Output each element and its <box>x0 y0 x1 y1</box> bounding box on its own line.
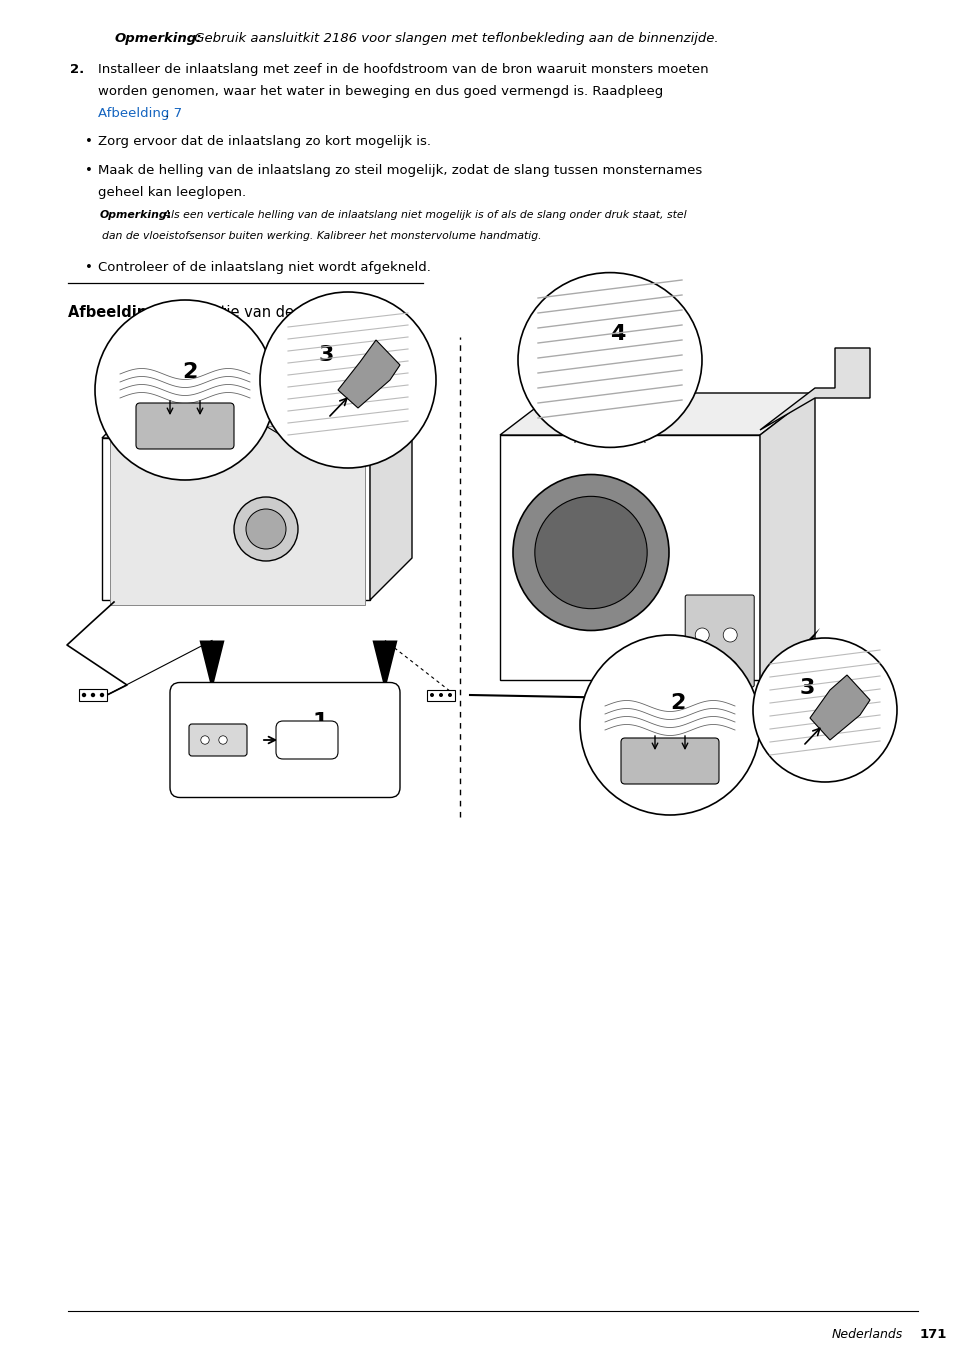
Polygon shape <box>337 340 399 408</box>
Circle shape <box>82 693 86 697</box>
Circle shape <box>722 628 737 642</box>
Circle shape <box>430 693 434 697</box>
Circle shape <box>91 693 95 697</box>
Ellipse shape <box>579 635 760 815</box>
Circle shape <box>133 414 144 425</box>
Ellipse shape <box>517 272 701 447</box>
Polygon shape <box>809 676 869 741</box>
Text: 2: 2 <box>182 362 197 382</box>
Text: Opmerking:: Opmerking: <box>100 210 172 219</box>
Bar <box>427 689 455 700</box>
Polygon shape <box>660 638 685 709</box>
Polygon shape <box>748 628 820 711</box>
Circle shape <box>448 693 452 697</box>
Text: Zorg ervoor dat de inlaatslang zo kort mogelijk is.: Zorg ervoor dat de inlaatslang zo kort m… <box>98 134 431 148</box>
Polygon shape <box>760 348 869 431</box>
FancyBboxPatch shape <box>684 594 754 686</box>
Text: Afbeelding 7: Afbeelding 7 <box>98 107 182 119</box>
Circle shape <box>695 628 708 642</box>
Bar <box>79 689 107 701</box>
FancyBboxPatch shape <box>170 682 399 798</box>
Circle shape <box>100 693 104 697</box>
Polygon shape <box>499 435 760 680</box>
Text: geheel kan leeglopen.: geheel kan leeglopen. <box>98 185 246 199</box>
Text: Controleer of de inlaatslang niet wordt afgekneld.: Controleer of de inlaatslang niet wordt … <box>98 260 431 274</box>
Text: Installeer de inlaatslang met zeef in de hoofdstroom van de bron waaruit monster: Installeer de inlaatslang met zeef in de… <box>98 64 708 76</box>
Circle shape <box>535 497 646 609</box>
Circle shape <box>233 497 297 561</box>
FancyBboxPatch shape <box>625 686 685 709</box>
Text: dan de vloeistofsensor buiten werking. Kalibreer het monstervolume handmatig.: dan de vloeistofsensor buiten werking. K… <box>102 232 541 241</box>
Ellipse shape <box>752 638 896 783</box>
Circle shape <box>246 509 286 548</box>
Circle shape <box>722 659 737 674</box>
Circle shape <box>112 414 122 425</box>
Circle shape <box>200 735 209 745</box>
Circle shape <box>640 695 646 701</box>
Circle shape <box>664 695 670 701</box>
Polygon shape <box>252 347 284 425</box>
Text: •: • <box>85 134 92 148</box>
Circle shape <box>112 397 122 408</box>
Text: Installatie van de inlaatslang: Installatie van de inlaatslang <box>158 305 379 320</box>
Polygon shape <box>199 640 224 691</box>
Ellipse shape <box>95 301 274 481</box>
Circle shape <box>133 397 144 408</box>
Text: .: . <box>164 107 169 119</box>
Text: •: • <box>85 260 92 274</box>
FancyBboxPatch shape <box>620 738 719 784</box>
Text: 4: 4 <box>610 324 625 344</box>
Text: 2.: 2. <box>70 64 84 76</box>
Polygon shape <box>370 395 412 600</box>
FancyBboxPatch shape <box>275 720 337 760</box>
Bar <box>110 427 365 605</box>
Text: Maak de helling van de inlaatslang zo steil mogelijk, zodat de slang tussen mons: Maak de helling van de inlaatslang zo st… <box>98 164 701 177</box>
Circle shape <box>513 474 668 631</box>
Text: 3: 3 <box>318 345 334 366</box>
Text: 2: 2 <box>670 693 685 714</box>
FancyBboxPatch shape <box>136 403 233 450</box>
Text: 1: 1 <box>312 712 328 733</box>
Text: Als een verticale helling van de inlaatslang niet mogelijk is of als de slang on: Als een verticale helling van de inlaats… <box>160 210 686 219</box>
Polygon shape <box>114 349 144 425</box>
FancyBboxPatch shape <box>189 724 247 756</box>
Polygon shape <box>760 393 814 680</box>
Text: worden genomen, waar het water in beweging en dus goed vermengd is. Raadpleeg: worden genomen, waar het water in bewegi… <box>98 85 662 97</box>
Text: Opmerking:: Opmerking: <box>115 32 202 45</box>
Text: Gebruik aansluitkit 2186 voor slangen met teflonbekleding aan de binnenzijde.: Gebruik aansluitkit 2186 voor slangen me… <box>190 32 718 45</box>
Ellipse shape <box>260 292 436 468</box>
Text: 3: 3 <box>799 678 814 699</box>
Circle shape <box>218 735 227 745</box>
Circle shape <box>652 695 659 701</box>
Text: 171: 171 <box>919 1327 946 1340</box>
Circle shape <box>438 693 442 697</box>
Text: Afbeelding 6: Afbeelding 6 <box>68 305 172 320</box>
Text: •: • <box>85 164 92 177</box>
Polygon shape <box>589 412 619 445</box>
Polygon shape <box>499 393 814 435</box>
Polygon shape <box>372 640 397 691</box>
Text: Nederlands: Nederlands <box>831 1327 902 1340</box>
Polygon shape <box>102 437 370 600</box>
Circle shape <box>695 659 708 674</box>
Polygon shape <box>102 395 412 437</box>
